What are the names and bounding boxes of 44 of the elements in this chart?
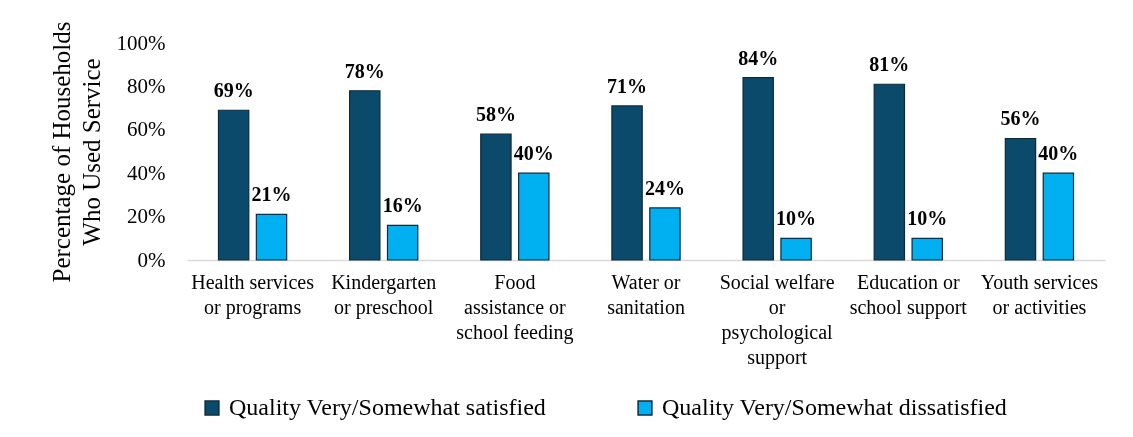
bar (780, 237, 812, 261)
data-label: 69% (213, 79, 254, 102)
bar (911, 237, 943, 261)
x-tick-label: Social welfare or psychological support (719, 270, 835, 369)
x-tick-label: Youth services or activities (980, 270, 1099, 318)
legend-label: Quality Very/Somewhat dissatisfied (662, 394, 1007, 420)
data-label: 16% (382, 194, 423, 217)
bar (255, 213, 288, 261)
y-tick-label: 20% (127, 204, 166, 229)
bar (217, 109, 250, 261)
x-tick-label: Kindergarten or preschool (331, 270, 437, 319)
y-axis-title: Percentage of Households Who Used Service (47, 21, 105, 283)
legend-label: Quality Very/Somewhat satisfied (229, 394, 546, 420)
bar (480, 133, 512, 261)
data-label: 56% (1000, 107, 1041, 130)
bar (518, 172, 550, 261)
y-tick-label: 80% (127, 73, 166, 98)
y-tick-label: 100% (116, 30, 166, 55)
x-tick-label: Water or sanitation (607, 270, 685, 318)
bar (1004, 137, 1037, 261)
bar (873, 83, 906, 261)
data-label: 84% (738, 46, 779, 69)
data-label: 10% (907, 207, 948, 230)
y-tick-label: 0% (137, 247, 166, 272)
bar (742, 77, 774, 261)
data-label: 21% (251, 183, 292, 206)
bar (386, 224, 419, 261)
x-tick-label: Food assistance or school feeding (456, 270, 574, 344)
data-label: 58% (475, 103, 516, 126)
data-label: 10% (776, 207, 817, 230)
bar (1042, 172, 1075, 261)
data-label: 81% (869, 53, 910, 76)
y-tick-label: 40% (127, 160, 166, 185)
x-tick-label: Health services or programs (191, 270, 315, 319)
data-label: 24% (644, 176, 685, 199)
bar (611, 105, 643, 261)
y-tick-label: 60% (127, 117, 166, 142)
bar (649, 207, 681, 261)
x-tick-label: Education or school support (849, 270, 968, 319)
bar (349, 90, 381, 261)
data-label: 40% (513, 142, 554, 165)
data-label: 78% (344, 59, 385, 82)
data-label: 71% (607, 74, 648, 97)
data-label: 40% (1038, 142, 1079, 165)
